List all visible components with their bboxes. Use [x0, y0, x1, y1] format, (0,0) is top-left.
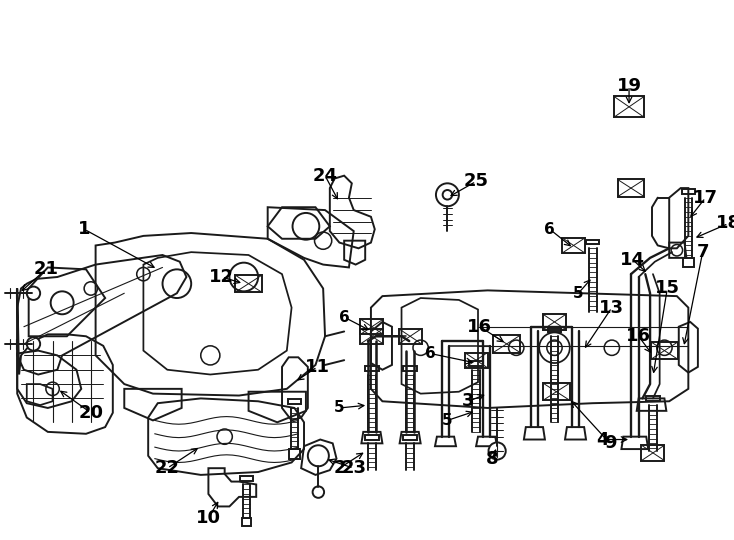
Text: 2: 2 [333, 459, 346, 477]
Text: 6: 6 [425, 346, 435, 361]
Circle shape [26, 337, 40, 350]
Text: 14: 14 [620, 251, 645, 269]
Text: 16: 16 [468, 318, 493, 336]
Text: 3: 3 [462, 392, 475, 410]
Text: 6: 6 [545, 222, 555, 237]
Text: 5: 5 [573, 286, 584, 301]
Text: 13: 13 [600, 299, 625, 316]
Text: 7: 7 [697, 243, 709, 261]
Circle shape [489, 442, 506, 460]
Text: 1: 1 [78, 220, 90, 238]
Circle shape [26, 287, 40, 300]
Text: 9: 9 [603, 434, 616, 453]
Text: 15: 15 [655, 280, 680, 298]
Text: 21: 21 [33, 260, 59, 278]
Text: 20: 20 [79, 404, 103, 422]
Text: 8: 8 [486, 450, 498, 468]
Text: 17: 17 [693, 188, 718, 207]
Text: 6: 6 [339, 309, 349, 325]
Text: 18: 18 [716, 214, 734, 232]
Text: 5: 5 [334, 401, 345, 415]
Text: 24: 24 [313, 167, 338, 185]
Text: 25: 25 [464, 172, 489, 191]
Text: 22: 22 [155, 459, 180, 477]
Text: 19: 19 [617, 77, 642, 95]
Text: 5: 5 [442, 413, 453, 428]
Text: 16: 16 [626, 327, 651, 345]
Text: 12: 12 [209, 268, 234, 286]
Text: 10: 10 [196, 509, 221, 527]
Text: 4: 4 [596, 430, 608, 449]
Text: 23: 23 [341, 459, 366, 477]
Text: 11: 11 [305, 358, 330, 376]
